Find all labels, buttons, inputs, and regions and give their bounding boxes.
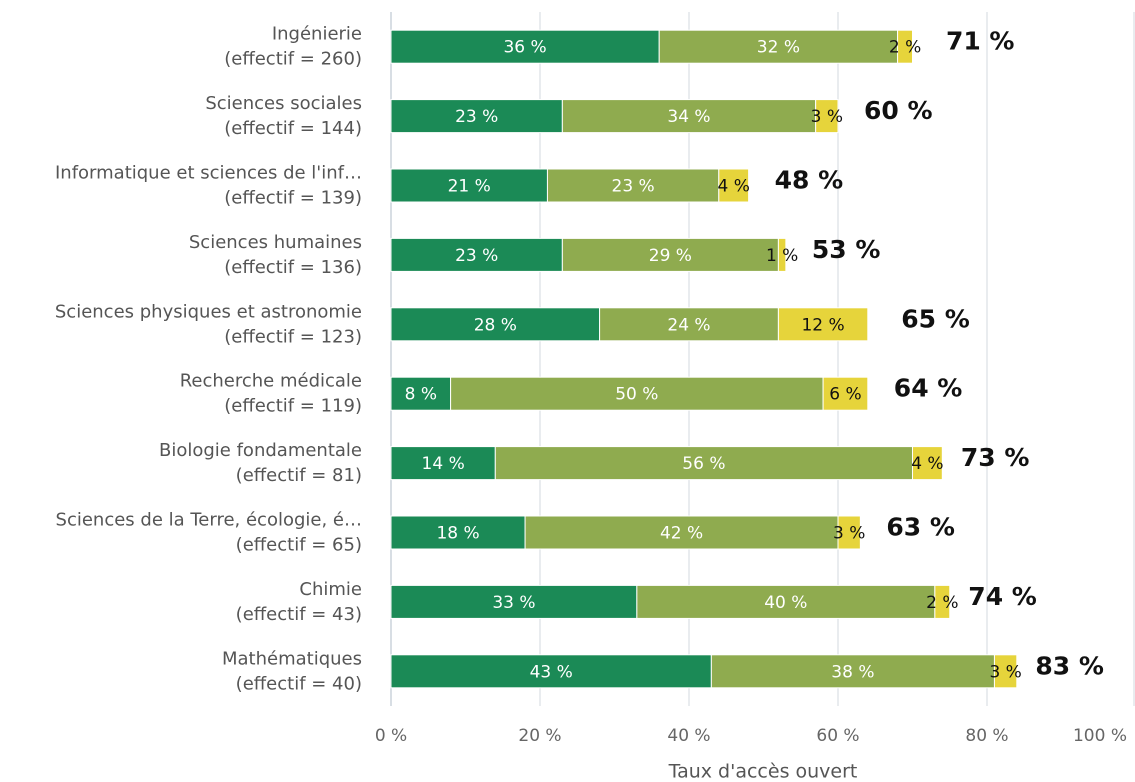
- category-sublabel: (effectif = 139): [224, 188, 362, 209]
- bar-segment: [390, 446, 496, 481]
- bar-segment: [524, 515, 839, 550]
- segment-label: 38 %: [831, 662, 874, 682]
- bar-segment: [390, 376, 452, 411]
- segment-label: 14 %: [422, 454, 465, 474]
- segment-label: 6 %: [829, 385, 861, 405]
- segment-label: 43 %: [530, 662, 573, 682]
- x-tick-label: 0 %: [375, 726, 407, 746]
- category-label: Recherche médicale: [180, 371, 362, 392]
- category-sublabel: (effectif = 123): [224, 326, 362, 347]
- segment-label: 34 %: [667, 107, 710, 127]
- category-label: Sciences physiques et astronomie: [55, 301, 362, 322]
- segment-label: 23 %: [455, 107, 498, 127]
- segment-label: 1 %: [766, 246, 798, 266]
- segment-label: 2 %: [889, 38, 921, 58]
- x-tick-label: 40 %: [667, 726, 710, 746]
- x-tick-label: 60 %: [816, 726, 859, 746]
- category-label: Informatique et sciences de l'inf…: [55, 163, 362, 184]
- category-label: Biologie fondamentale: [159, 440, 362, 461]
- category-label: Chimie: [299, 579, 362, 600]
- category-sublabel: (effectif = 136): [224, 257, 362, 278]
- segment-label: 21 %: [448, 177, 491, 197]
- category-label: Sciences sociales: [205, 93, 362, 114]
- category-label: Sciences de la Terre, écologie, é…: [56, 510, 362, 531]
- bar-segment: [718, 168, 750, 203]
- category-sublabel: (effectif = 65): [236, 535, 362, 556]
- category-label: Sciences humaines: [189, 232, 362, 253]
- bar-segment: [777, 307, 869, 342]
- bar-segment: [390, 99, 563, 134]
- bar-segment: [993, 654, 1018, 689]
- segment-label: 24 %: [667, 315, 710, 335]
- segment-label: 42 %: [660, 524, 703, 544]
- total-label: 83 %: [1035, 651, 1104, 680]
- bar-segment: [390, 654, 712, 689]
- total-label: 73 %: [961, 443, 1030, 472]
- segment-label: 4 %: [718, 177, 750, 197]
- segment-label: 12 %: [801, 315, 844, 335]
- x-tick-label: 20 %: [518, 726, 561, 746]
- bar-segment: [815, 99, 839, 134]
- bar-segment: [710, 654, 995, 689]
- total-label: 71 %: [946, 27, 1015, 56]
- segment-label: 40 %: [764, 593, 807, 613]
- bar-segment: [912, 446, 943, 481]
- bar-segment: [450, 376, 824, 411]
- segment-label: 29 %: [649, 246, 692, 266]
- total-label: 48 %: [775, 166, 844, 195]
- segment-label: 33 %: [492, 593, 535, 613]
- total-label: 53 %: [812, 235, 881, 264]
- bar-segment: [546, 168, 720, 203]
- segment-label: 4 %: [911, 454, 943, 474]
- category-sublabel: (effectif = 260): [224, 49, 362, 70]
- category-sublabel: (effectif = 43): [236, 604, 362, 625]
- bar-segment: [561, 237, 779, 272]
- bar-segment: [390, 168, 548, 203]
- total-label: 65 %: [901, 304, 970, 333]
- bar-segment: [390, 29, 660, 64]
- category-label: Ingénierie: [272, 24, 362, 45]
- segment-label: 3 %: [833, 524, 865, 544]
- segment-label: 28 %: [474, 315, 517, 335]
- segment-label: 3 %: [811, 107, 843, 127]
- total-label: 63 %: [886, 513, 955, 542]
- segment-label: 2 %: [926, 593, 958, 613]
- bar-segment: [822, 376, 869, 411]
- segment-label: 8 %: [405, 385, 437, 405]
- bar-segment: [777, 237, 787, 272]
- segment-label: 32 %: [757, 38, 800, 58]
- bar-segment: [636, 584, 936, 619]
- bar-segment: [494, 446, 913, 481]
- total-label: 60 %: [864, 96, 933, 125]
- bar-segment: [837, 515, 861, 550]
- segment-label: 3 %: [989, 662, 1021, 682]
- bar-segment: [897, 29, 913, 64]
- x-axis-title: Taux d'accès ouvert: [668, 761, 858, 782]
- segment-label: 23 %: [612, 177, 655, 197]
- category-sublabel: (effectif = 144): [224, 118, 362, 139]
- bar-segment: [390, 515, 526, 550]
- category-sublabel: (effectif = 40): [236, 673, 362, 694]
- category-sublabel: (effectif = 81): [236, 465, 362, 486]
- bar-segment: [599, 307, 779, 342]
- segment-label: 18 %: [436, 524, 479, 544]
- total-label: 64 %: [894, 374, 963, 403]
- total-label: 74 %: [968, 582, 1037, 611]
- segment-label: 56 %: [682, 454, 725, 474]
- segment-label: 23 %: [455, 246, 498, 266]
- category-label: Mathématiques: [222, 648, 362, 669]
- segment-label: 36 %: [503, 38, 546, 58]
- x-tick-label: 100 %: [1073, 726, 1127, 746]
- bar-segment: [390, 584, 638, 619]
- segment-label: 50 %: [615, 385, 658, 405]
- bar-segment: [561, 99, 817, 134]
- x-tick-label: 80 %: [965, 726, 1008, 746]
- bar-segment: [934, 584, 951, 619]
- category-sublabel: (effectif = 119): [224, 396, 362, 417]
